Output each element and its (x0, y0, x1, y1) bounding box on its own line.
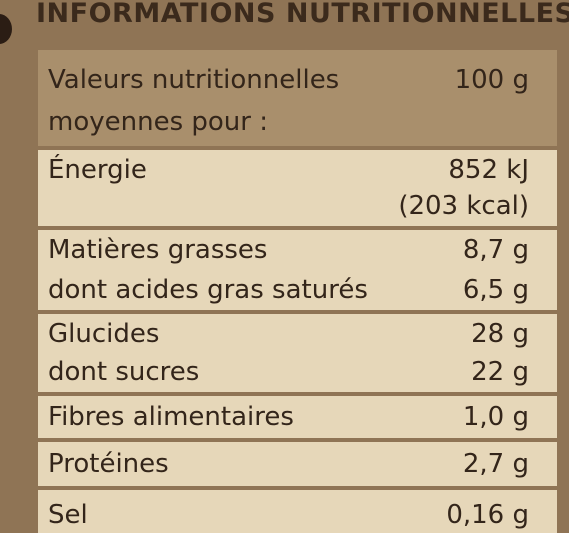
row-line: Matières grasses 8,7 g (48, 232, 529, 268)
label: Protéines (48, 449, 169, 479)
value: (203 kcal) (398, 191, 529, 221)
header-line: Valeurs nutritionnelles 100 g (48, 62, 529, 98)
header-line: moyennes pour : (48, 104, 529, 140)
value: 2,7 g (462, 449, 529, 479)
value: 22 g (471, 357, 529, 387)
label: Énergie (48, 155, 147, 185)
label: Fibres alimentaires (48, 402, 294, 432)
table-row: Matières grasses 8,7 g dont acides gras sa… (38, 230, 557, 310)
label: Sel (48, 500, 88, 530)
row-line: Protéines 2,7 g (48, 446, 529, 482)
value: 1,0 g (462, 402, 529, 432)
icon (0, 14, 12, 44)
value: 0,16 g (446, 500, 529, 530)
row-line: dont acides gras saturés 6,5 g (48, 272, 529, 308)
row-line: dont sucres 22 g (48, 354, 529, 390)
header-label: Valeurs nutritionnelles (48, 65, 340, 95)
label: Glucides (48, 319, 160, 349)
table-row: Glucides 28 g dont sucres 22 g (38, 314, 557, 392)
header-label: moyennes pour : (48, 107, 268, 137)
value: 6,5 g (462, 275, 529, 305)
row-line: Énergie 852 kJ (48, 152, 529, 188)
row-line: Fibres alimentaires 1,0 g (48, 399, 529, 435)
table-row: Sel 0,16 g (38, 490, 557, 533)
value: 28 g (471, 319, 529, 349)
row-line: (203 kcal) (48, 188, 529, 224)
label: dont sucres (48, 357, 200, 387)
title: INFORMATIONS NUTRITIONNELLES (36, 0, 569, 29)
value: 852 kJ (448, 155, 529, 185)
header-value: 100 g (454, 65, 529, 95)
row-line: Sel 0,16 g (48, 497, 529, 533)
table-header: Valeurs nutritionnelles 100 g moyennes p… (38, 50, 557, 146)
table-row: Protéines 2,7 g (38, 442, 557, 486)
table-row: Énergie 852 kJ (203 kcal) (38, 150, 557, 226)
table-row: Fibres alimentaires 1,0 g (38, 396, 557, 438)
row-line: Glucides 28 g (48, 316, 529, 352)
label: Matières grasses (48, 235, 268, 265)
label: dont acides gras saturés (48, 275, 368, 305)
value: 8,7 g (462, 235, 529, 265)
